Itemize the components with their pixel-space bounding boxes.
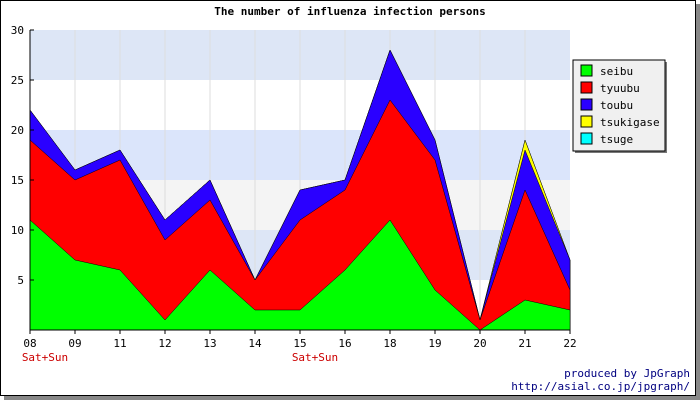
x-tick-label: 09: [68, 337, 81, 350]
legend-swatch-tyuubu: [580, 81, 593, 94]
chart-title: The number of influenza infection person…: [214, 5, 486, 18]
x-category-note: Sat+Sun: [292, 351, 338, 364]
x-tick-label: 12: [158, 337, 171, 350]
legend-label-tsuge: tsuge: [600, 133, 633, 146]
y-tick-label: 5: [17, 274, 24, 287]
legend-swatch-tsuge: [580, 132, 593, 145]
y-tick-label: 30: [11, 24, 24, 37]
x-tick-label: 22: [563, 337, 576, 350]
x-tick-label: 18: [383, 337, 396, 350]
y-tick-label: 20: [11, 124, 24, 137]
x-tick-label: 20: [473, 337, 486, 350]
credit-line-1: produced by JpGraph: [564, 367, 690, 380]
legend-swatch-toubu: [580, 98, 593, 111]
legend-label-tyuubu: tyuubu: [600, 82, 640, 95]
x-category-note: Sat+Sun: [22, 351, 68, 364]
y-tick-label: 10: [11, 224, 24, 237]
x-tick-label: 21: [518, 337, 531, 350]
x-tick-label: 13: [203, 337, 216, 350]
x-tick-label: 15: [293, 337, 306, 350]
x-tick-label: 14: [248, 337, 262, 350]
legend-swatch-tsukigase: [580, 115, 593, 128]
x-tick-label: 11: [113, 337, 126, 350]
x-tick-label: 08: [23, 337, 36, 350]
legend-label-tsukigase: tsukigase: [600, 116, 660, 129]
x-tick-label: 16: [338, 337, 351, 350]
area-series: [29, 49, 571, 331]
y-tick-label: 25: [11, 74, 24, 87]
legend-swatch-seibu: [580, 64, 593, 77]
area-seibu: [29, 219, 571, 331]
legend: seibu tyuubu toubu tsukigase tsuge: [572, 59, 667, 153]
y-tick-label: 15: [11, 174, 24, 187]
credit-line-2[interactable]: http://asial.co.jp/jpgraph/: [511, 380, 690, 393]
area-tyuubu: [29, 99, 571, 331]
legend-label-toubu: toubu: [600, 99, 633, 112]
x-tick-label: 19: [428, 337, 441, 350]
legend-label-seibu: seibu: [600, 65, 633, 78]
